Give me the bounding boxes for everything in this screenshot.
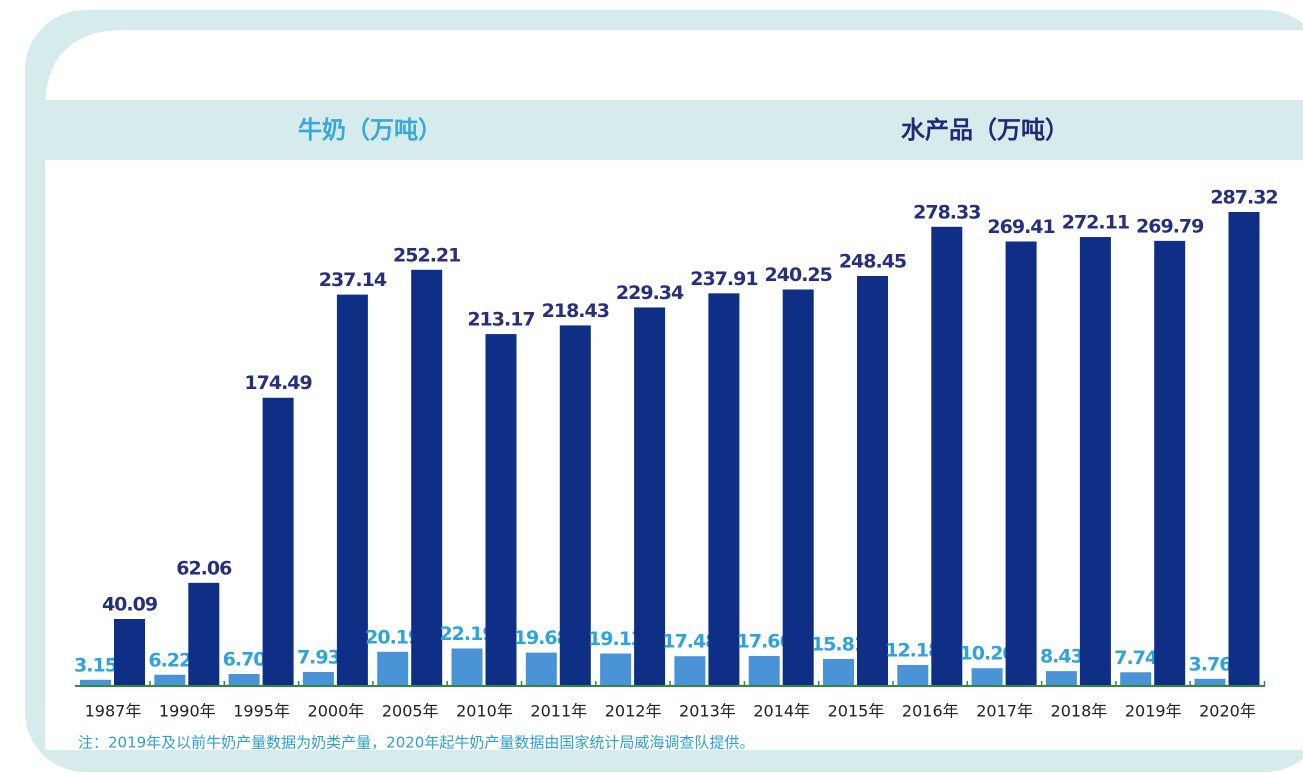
- value-label: 269.41: [987, 216, 1054, 238]
- value-label: 62.06: [176, 557, 232, 579]
- value-label: 12.18: [885, 639, 941, 661]
- bar: [1120, 672, 1152, 685]
- value-label: 6.22: [148, 649, 191, 671]
- bar: [931, 226, 963, 685]
- value-label: 19.68: [514, 627, 570, 649]
- value-label: 272.11: [1062, 212, 1129, 234]
- value-label: 6.70: [223, 648, 267, 670]
- bar: [154, 674, 186, 685]
- bar: [559, 325, 591, 685]
- bar: [782, 289, 814, 685]
- bar: [674, 656, 706, 685]
- value-label: 269.79: [1136, 215, 1203, 237]
- bar: [451, 648, 483, 685]
- value-label: 17.66: [737, 630, 793, 652]
- value-label: 3.76: [1189, 653, 1233, 675]
- bar: [377, 651, 409, 685]
- x-tick-label: 2017年: [976, 702, 1033, 721]
- bar: [634, 307, 666, 685]
- x-tick-label: 2005年: [382, 702, 439, 721]
- bar: [80, 679, 111, 685]
- x-tick-label: 2019年: [1125, 702, 1182, 721]
- value-label: 17.48: [662, 631, 718, 653]
- bar: [1228, 212, 1260, 685]
- value-label: 19.13: [588, 628, 643, 650]
- x-tick-label: 2018年: [1051, 702, 1108, 721]
- x-tick-label: 2000年: [308, 702, 365, 721]
- bar: [114, 619, 145, 685]
- x-tick-label: 2010年: [456, 702, 513, 721]
- bar: [600, 653, 632, 685]
- value-label: 229.34: [616, 282, 684, 304]
- bar: [857, 275, 888, 685]
- x-tick-label: 2011年: [530, 702, 587, 721]
- value-label: 248.45: [839, 250, 906, 272]
- bar: [1005, 241, 1037, 685]
- value-label: 237.14: [319, 269, 387, 291]
- value-label: 278.33: [913, 201, 980, 223]
- value-label: 252.21: [393, 244, 460, 266]
- bar: [228, 673, 260, 685]
- value-label: 287.32: [1210, 187, 1277, 209]
- value-label: 40.09: [102, 594, 157, 616]
- value-label: 8.43: [1040, 646, 1083, 668]
- value-label: 174.49: [244, 372, 311, 394]
- bar: [336, 294, 368, 685]
- value-label: 22.19: [439, 623, 494, 645]
- bar: [188, 582, 220, 685]
- bar: [897, 664, 929, 685]
- x-tick-label: 1990年: [159, 702, 216, 721]
- bar: [485, 334, 517, 685]
- bar: [1045, 671, 1077, 685]
- bar: [411, 269, 443, 685]
- x-tick-label: 2014年: [753, 702, 810, 721]
- bar: [1194, 678, 1226, 685]
- value-label: 10.20: [960, 643, 1016, 665]
- bar: [971, 668, 1003, 685]
- bar: [823, 658, 854, 685]
- bar: [262, 397, 294, 685]
- bar: [1079, 237, 1111, 685]
- x-tick-label: 1987年: [85, 702, 142, 721]
- value-label: 20.19: [365, 626, 420, 648]
- value-label: 237.91: [690, 268, 757, 290]
- bar: [748, 655, 780, 685]
- legend-label: 水产品（万吨）: [901, 116, 1069, 144]
- x-tick-label: 2020年: [1199, 702, 1256, 721]
- legend-band: [45, 100, 1303, 160]
- x-tick-label: 2015年: [828, 702, 885, 721]
- bar: [302, 671, 334, 685]
- x-tick-label: 2013年: [679, 702, 736, 721]
- x-tick-label: 2016年: [902, 702, 959, 721]
- value-label: 15.81: [811, 633, 866, 655]
- value-label: 7.74: [1114, 647, 1158, 669]
- value-label: 3.15: [74, 654, 117, 676]
- x-tick-label: 1995年: [233, 702, 290, 721]
- bar: [1154, 240, 1186, 685]
- value-label: 240.25: [765, 264, 832, 286]
- legend-label: 牛奶（万吨）: [298, 116, 442, 144]
- bar: [525, 652, 557, 685]
- x-tick-label: 2012年: [605, 702, 662, 721]
- bar: [708, 293, 740, 685]
- value-label: 218.43: [542, 300, 609, 322]
- value-label: 7.93: [297, 646, 340, 668]
- note: 注：2019年及以前牛奶产量数据为奶类产量，2020年起牛奶产量数据由国家统计局…: [78, 734, 754, 752]
- value-label: 213.17: [467, 309, 534, 331]
